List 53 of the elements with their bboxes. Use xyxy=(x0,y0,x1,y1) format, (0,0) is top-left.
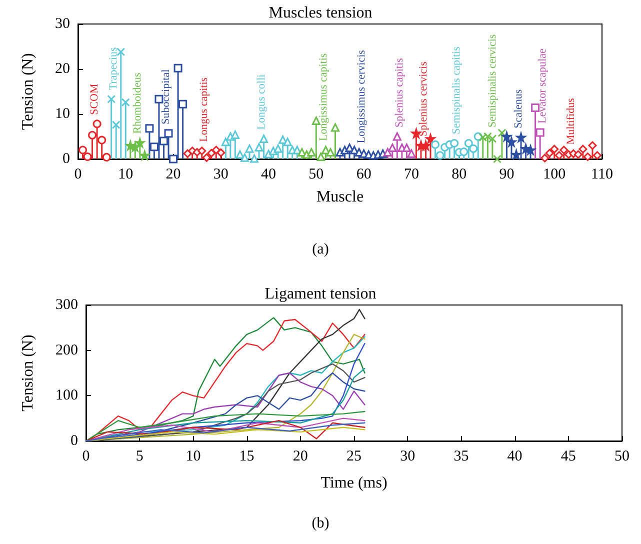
y-tick-label: 30 xyxy=(55,16,70,32)
x-tick-label: 45 xyxy=(560,448,576,464)
chart-title: Muscles tension xyxy=(268,4,372,22)
x-tick-label: 80 xyxy=(452,166,467,182)
y-tick-label: 300 xyxy=(56,297,78,313)
y-axis-title: Tension (N) xyxy=(20,334,36,412)
text: Splenius capitis xyxy=(394,58,406,128)
y-tick-label: 0 xyxy=(70,433,78,449)
x-tick-label: 100 xyxy=(543,166,566,182)
x-tick-label: 15 xyxy=(239,448,254,464)
x-tick-label: 60 xyxy=(356,166,372,182)
text: Scalenus xyxy=(512,89,525,128)
x-tick-label: 10 xyxy=(118,166,134,182)
text: Rhomboideus xyxy=(132,72,144,134)
text: Longissimus capitis xyxy=(317,53,330,141)
x-tick-label: 35 xyxy=(454,448,469,464)
text: Suboccipital xyxy=(160,69,172,124)
text: Multifidus xyxy=(565,98,578,145)
x-tick-label: 0 xyxy=(82,448,90,464)
x-tick-label: 5 xyxy=(136,448,144,464)
chart-title: Ligament tension xyxy=(264,286,376,302)
text: Longus capitis xyxy=(198,77,210,142)
x-tick-label: 110 xyxy=(591,166,613,182)
y-axis-title: Tension (N) xyxy=(20,53,36,130)
text: SCOM xyxy=(88,84,101,115)
text: Trapecius xyxy=(108,47,120,90)
y-tick-label: 10 xyxy=(55,106,70,122)
text: Longissimus cervicis xyxy=(355,50,368,144)
x-tick-label: 30 xyxy=(400,448,416,464)
x-tick-label: 25 xyxy=(346,448,362,464)
x-tick-label: 20 xyxy=(292,448,308,464)
y-tick-label: 20 xyxy=(55,61,70,77)
text: Levator scapulae xyxy=(536,48,548,124)
x-tick-label: 10 xyxy=(186,448,201,464)
x-tick-label: 70 xyxy=(404,166,419,182)
text: (b) xyxy=(312,516,330,532)
x-tick-label: 30 xyxy=(213,166,228,182)
x-tick-label: 40 xyxy=(507,448,522,464)
y-tick-label: 100 xyxy=(56,388,78,404)
x-tick-label: 90 xyxy=(499,166,514,182)
y-tick-label: 0 xyxy=(62,151,70,167)
text: Splenius cervicis xyxy=(417,62,430,136)
text: Semispinalis capitis xyxy=(450,46,463,134)
y-tick-label: 200 xyxy=(56,342,78,358)
x-tick-label: 20 xyxy=(166,166,181,182)
x-tick-label: 50 xyxy=(614,448,630,464)
x-axis-title: Time (ms) xyxy=(320,474,388,492)
x-tick-label: 40 xyxy=(261,166,276,182)
x-axis-title: Muscle xyxy=(316,188,364,206)
text: (a) xyxy=(312,242,329,258)
text: Longus colli xyxy=(255,74,268,130)
x-tick-label: 50 xyxy=(308,166,324,182)
text: Semispinalis cervicis xyxy=(486,34,498,128)
